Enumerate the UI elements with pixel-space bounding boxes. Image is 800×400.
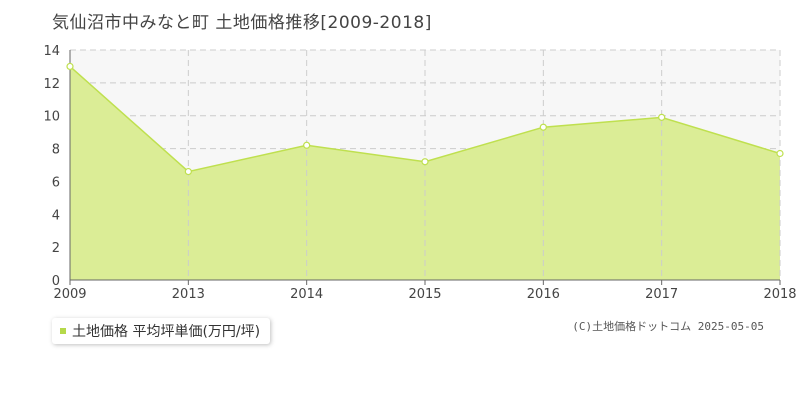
y-tick-label: 12: [43, 77, 60, 92]
x-tick-labels: 2009 2013 2014 2015 2016 2017 2018: [53, 287, 796, 302]
y-tick-label: 2: [52, 241, 60, 256]
x-tick-label: 2013: [172, 287, 205, 302]
y-tick-label: 6: [52, 175, 60, 190]
data-point: [421, 158, 429, 166]
legend: 土地価格 平均坪単価(万円/坪): [52, 318, 271, 344]
x-grid: [69, 50, 781, 285]
chart-title: 気仙沼市中みなと町 土地価格推移[2009-2018]: [52, 13, 432, 33]
y-tick-label: 0: [52, 274, 60, 289]
legend-swatch: [60, 328, 66, 334]
data-point: [539, 123, 547, 131]
axes: [69, 50, 780, 281]
x-tick-label: 2017: [645, 287, 678, 302]
y-tick-labels: 0 2 4 6 8 10 12 14: [43, 44, 60, 289]
data-point: [66, 62, 74, 71]
x-tick-label: 2014: [290, 287, 323, 302]
copyright-notice: (C)土地価格ドットコム 2025-05-05: [572, 320, 764, 333]
y-tick-label: 14: [43, 44, 60, 59]
x-tick-label: 2016: [527, 287, 560, 302]
x-tick-label: 2009: [53, 287, 86, 302]
legend-label: 土地価格 平均坪単価(万円/坪): [72, 324, 261, 340]
x-tick-label: 2018: [763, 287, 796, 302]
data-point: [658, 113, 666, 121]
data-point: [776, 149, 784, 158]
y-tick-label: 8: [52, 143, 60, 158]
data-point: [303, 141, 311, 149]
x-tick-label: 2015: [408, 287, 441, 302]
data-point: [184, 167, 192, 176]
y-tick-label: 10: [43, 110, 60, 125]
data-markers: [66, 62, 784, 176]
y-tick-label: 4: [52, 208, 60, 223]
